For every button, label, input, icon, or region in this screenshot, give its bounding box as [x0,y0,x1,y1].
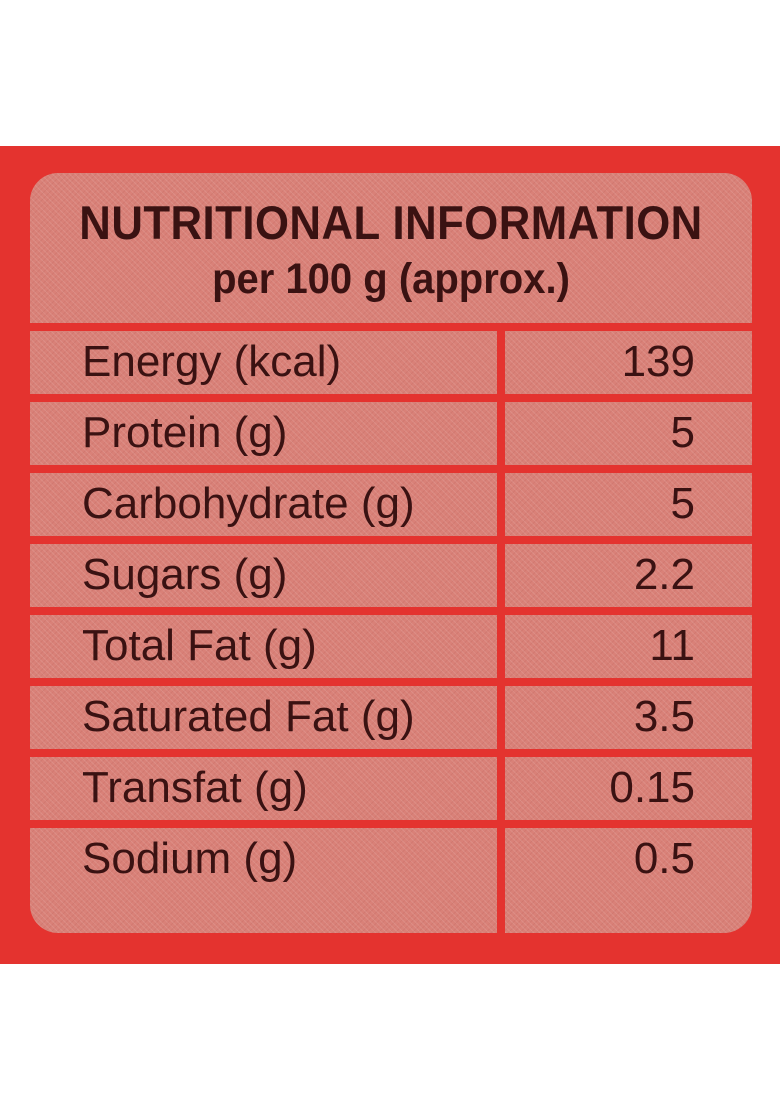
nutrient-label: Energy (kcal) [82,337,342,386]
table-row: Protein (g) 5 [30,402,752,473]
column-divider [497,323,505,933]
nutrient-label: Sodium (g) [82,834,298,883]
table-row: Sugars (g) 2.2 [30,544,752,615]
table-row: Saturated Fat (g) 3.5 [30,686,752,757]
nutrient-value: 139 [621,337,695,386]
nutrition-header: NUTRITIONAL INFORMATION per 100 g (appro… [30,173,752,323]
nutrient-value: 0.15 [609,763,695,812]
nutrient-value: 11 [649,621,695,670]
table-row: Energy (kcal) 139 [30,331,752,402]
nutrient-label: Transfat (g) [82,763,308,812]
nutrient-value: 5 [670,479,695,528]
nutrient-label: Saturated Fat (g) [82,692,415,741]
table-row: Carbohydrate (g) 5 [30,473,752,544]
nutrient-label: Carbohydrate (g) [82,479,415,528]
nutrient-label: Sugars (g) [82,550,288,599]
nutrition-panel: NUTRITIONAL INFORMATION per 100 g (appro… [30,173,752,933]
nutrient-value: 3.5 [633,692,695,741]
nutrition-title: NUTRITIONAL INFORMATION [79,196,703,249]
nutrition-subtitle: per 100 g (approx.) [212,255,570,303]
nutrition-table: Energy (kcal) 139 Protein (g) 5 Carbohyd… [30,331,752,891]
header-divider [30,323,752,331]
nutrient-value: 0.5 [633,834,695,883]
nutrient-label: Total Fat (g) [82,621,317,670]
table-row: Transfat (g) 0.15 [30,757,752,828]
nutrient-value: 5 [670,408,695,457]
nutrient-value: 2.2 [633,550,695,599]
table-row: Total Fat (g) 11 [30,615,752,686]
table-row: Sodium (g) 0.5 [30,828,752,891]
nutrient-label: Protein (g) [82,408,288,457]
